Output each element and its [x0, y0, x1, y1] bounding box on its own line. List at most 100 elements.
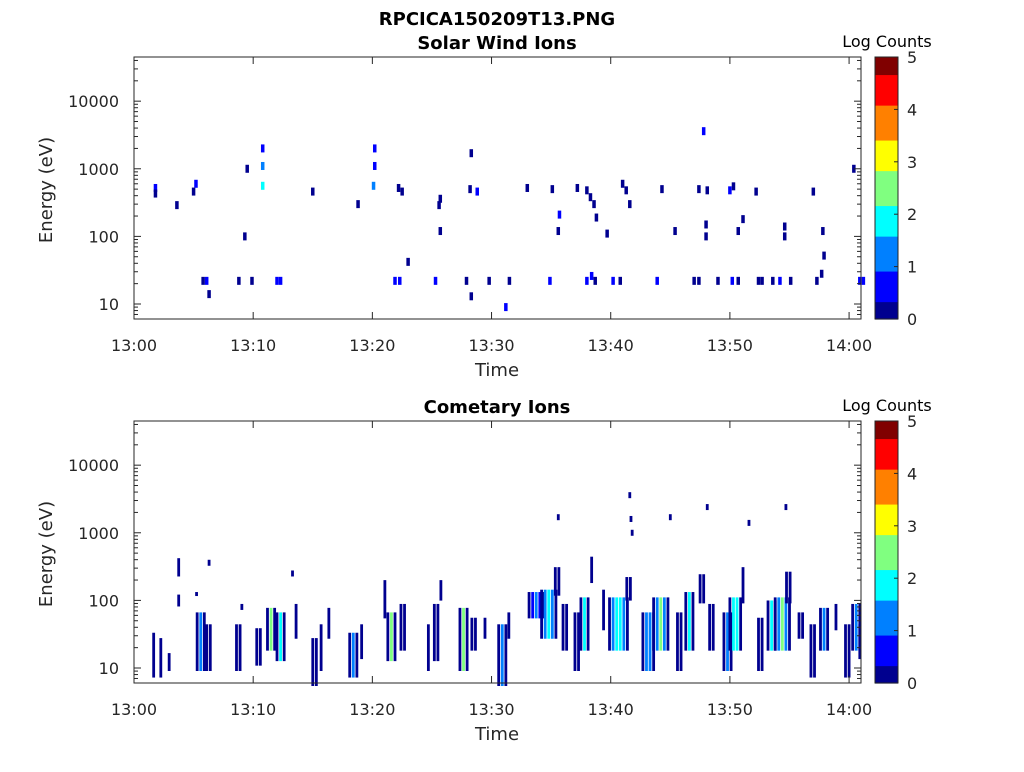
heat-cell: [426, 624, 430, 672]
heat-cell: [782, 232, 787, 241]
heat-cell: [483, 617, 487, 639]
heat-cell: [327, 607, 331, 639]
colorbar-segment: [875, 626, 898, 632]
colorbar-segment: [875, 451, 898, 457]
heat-cell: [625, 577, 629, 601]
heat-cell: [652, 597, 656, 651]
colorbar-segment: [875, 122, 898, 128]
heat-cell: [360, 624, 364, 660]
heat-cell: [543, 589, 547, 639]
heat-cell: [383, 580, 387, 619]
colorbar-segment: [875, 78, 898, 84]
heat-cell: [474, 617, 477, 651]
colorbar-segment: [875, 669, 898, 675]
heat-cell: [588, 193, 593, 202]
colorbar-segment: [875, 310, 898, 316]
colorbar-segment: [875, 240, 898, 246]
colorbar-tick-label: 3: [907, 153, 917, 172]
heat-cell: [153, 189, 158, 198]
heat-cell: [438, 194, 443, 203]
heat-cell: [854, 603, 858, 651]
x-tick-label: 13:00: [111, 700, 157, 719]
heat-cell: [207, 290, 211, 299]
colorbar-segment: [875, 438, 898, 444]
heat-cell: [386, 612, 390, 662]
heat-cell: [659, 597, 663, 651]
heat-cell: [645, 612, 648, 672]
heat-cell: [390, 612, 393, 662]
heat-cell: [826, 607, 830, 651]
heat-cell: [243, 232, 247, 241]
colorbar-segment: [875, 57, 898, 62]
x-tick-label: 13:00: [111, 336, 157, 355]
heat-cell: [785, 571, 788, 604]
heat-cell: [620, 179, 625, 188]
heat-cell: [655, 597, 659, 651]
colorbar-segment: [875, 600, 898, 605]
heat-cell: [464, 276, 469, 285]
heat-cell: [668, 514, 672, 521]
heat-cell: [782, 222, 787, 231]
heat-cell: [525, 183, 530, 192]
heat-cell: [548, 276, 552, 285]
heat-cell: [202, 612, 206, 672]
colorbar-segment: [875, 118, 898, 124]
heat-cell: [175, 201, 179, 210]
heat-cell: [813, 624, 816, 678]
colorbar-segment: [875, 591, 898, 597]
heat-cell: [432, 603, 436, 662]
heat-cell: [822, 251, 826, 260]
colorbar-segment: [875, 495, 898, 501]
heat-cell: [208, 624, 212, 672]
heat-cell: [692, 276, 696, 285]
cometary-title: Cometary Ions: [424, 397, 571, 418]
colorbar-segment: [875, 70, 898, 76]
x-tick-label: 13:30: [468, 700, 514, 719]
heat-cell: [275, 276, 279, 285]
colorbar-frame: [874, 420, 899, 684]
heat-cell: [777, 597, 781, 651]
colorbar-segment: [875, 538, 898, 544]
heat-cell: [585, 186, 589, 195]
heat-cell: [784, 597, 788, 651]
heat-cell: [676, 612, 679, 672]
colorbar-segment: [875, 174, 898, 180]
solar-wind-title: Solar Wind Ions: [417, 33, 576, 54]
colorbar-segment: [875, 482, 898, 488]
solar-wind-plot-area: 13:00 13:10 13:20 13:30 13:40 13:50 14:00 10 100…: [68, 56, 872, 355]
colorbar-segment: [875, 421, 898, 426]
colorbar-segment: [875, 552, 898, 557]
heat-cell: [393, 276, 397, 285]
heat-cell: [575, 183, 580, 192]
heat-cell: [666, 597, 670, 651]
heat-cell: [199, 612, 203, 672]
figure-title: RPCICA150209T13.PNG: [379, 9, 615, 30]
heat-cell: [861, 276, 866, 285]
colorbar-segment: [875, 621, 898, 627]
colorbar-segment: [875, 608, 898, 614]
colorbar-tick-label: 4: [907, 100, 917, 119]
colorbar-segment: [875, 188, 898, 193]
heat-cell: [780, 597, 784, 651]
heat-cell: [739, 597, 743, 651]
colorbar-segment: [875, 305, 898, 311]
colorbar-segment: [875, 126, 898, 132]
colorbar-segment: [875, 565, 898, 571]
heat-cell: [704, 220, 708, 229]
heat-cell: [628, 200, 632, 209]
heat-cell: [716, 276, 720, 285]
heat-cell: [240, 603, 244, 610]
heat-cell: [273, 607, 277, 651]
heat-cell: [406, 257, 410, 266]
colorbar-segment: [875, 209, 898, 215]
colorbar-segment: [875, 61, 898, 67]
x-tick-label: 13:50: [707, 700, 753, 719]
heat-cell: [294, 603, 298, 639]
heat-cell: [469, 292, 474, 301]
heat-cell: [152, 632, 156, 678]
colorbar-segment: [875, 547, 898, 553]
plot-frame: [133, 56, 862, 320]
heat-cell: [462, 607, 465, 672]
heat-cell: [629, 515, 633, 522]
heat-cell: [809, 624, 813, 678]
